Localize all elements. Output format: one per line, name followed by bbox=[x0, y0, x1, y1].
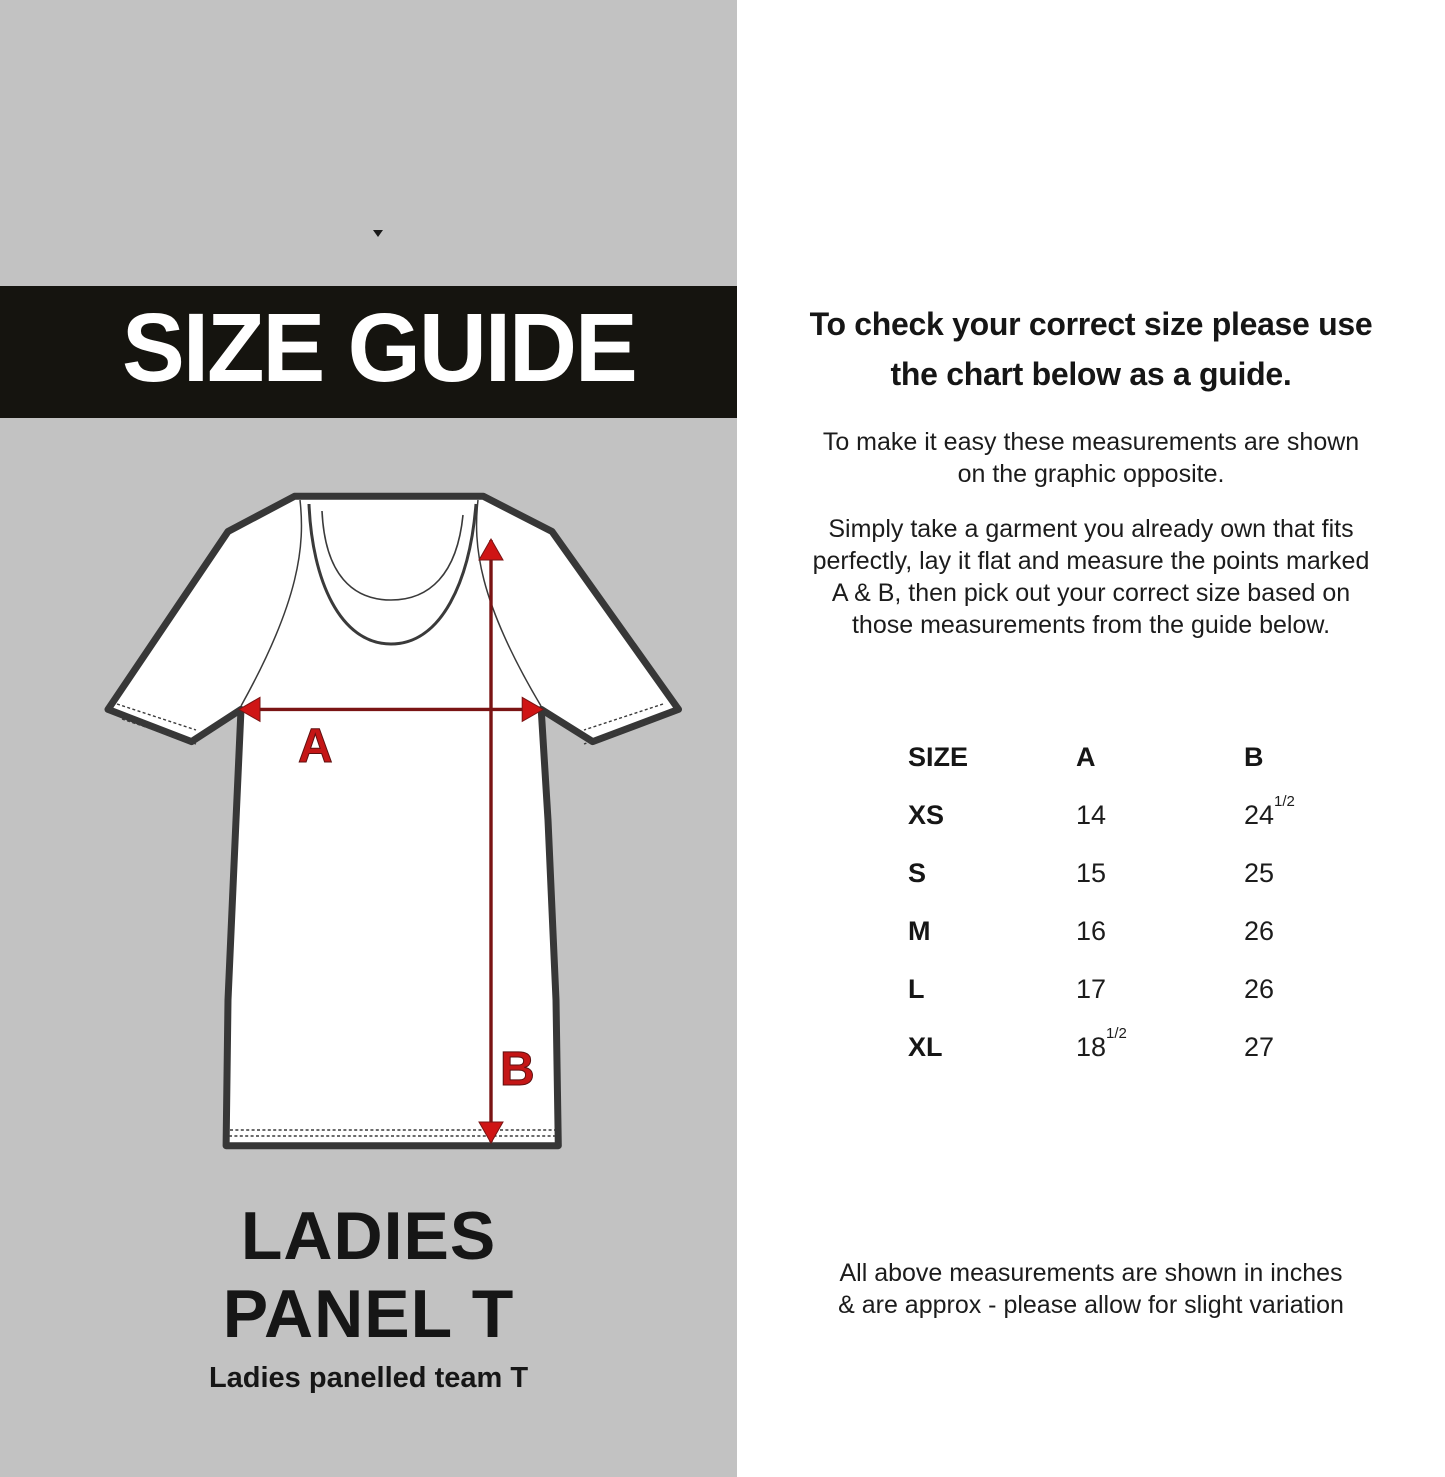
svg-text:B: B bbox=[500, 1043, 535, 1096]
svg-text:A: A bbox=[298, 720, 333, 773]
